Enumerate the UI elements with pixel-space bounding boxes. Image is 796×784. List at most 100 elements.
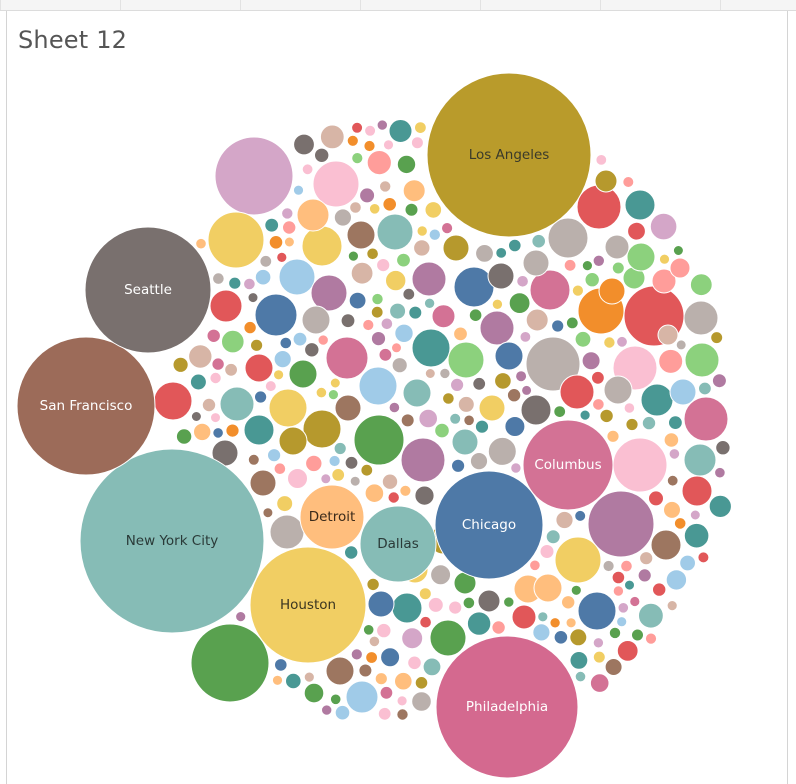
bubble[interactable] (611, 570, 626, 585)
bubble[interactable] (224, 362, 239, 377)
bubble[interactable] (244, 353, 274, 383)
bubble[interactable] (414, 485, 435, 506)
bubble-dallas[interactable] (359, 505, 437, 583)
bubble[interactable] (565, 617, 577, 629)
bubble[interactable] (282, 220, 297, 235)
bubble[interactable] (366, 577, 380, 592)
bubble[interactable] (519, 331, 532, 343)
bubble[interactable] (553, 405, 567, 419)
bubble[interactable] (521, 384, 533, 396)
bubble[interactable] (503, 596, 515, 608)
bubble[interactable] (247, 453, 260, 466)
bubble[interactable] (346, 134, 359, 147)
bubble[interactable] (401, 627, 424, 650)
bubble[interactable] (624, 579, 635, 591)
bubble[interactable] (193, 422, 212, 442)
bubble[interactable] (711, 373, 727, 389)
bubble[interactable] (462, 596, 476, 610)
bubble[interactable] (491, 298, 504, 310)
bubble-philadelphia[interactable] (435, 635, 579, 779)
bubble[interactable] (424, 201, 443, 219)
bubble[interactable] (340, 313, 356, 329)
bubble[interactable] (371, 292, 384, 306)
bubble[interactable] (592, 650, 606, 664)
bubble[interactable] (581, 260, 594, 272)
bubble[interactable] (531, 233, 547, 249)
bubble[interactable] (408, 305, 423, 320)
bubble[interactable] (551, 319, 565, 333)
bubble[interactable] (368, 203, 381, 215)
bubble[interactable] (350, 261, 374, 285)
bubble[interactable] (243, 320, 257, 335)
bubble[interactable] (394, 671, 413, 691)
bubble[interactable] (469, 452, 489, 471)
bubble[interactable] (453, 326, 468, 342)
bubble[interactable] (281, 207, 294, 220)
bubble[interactable] (411, 691, 432, 712)
bubble[interactable] (283, 236, 295, 248)
bubble[interactable] (385, 269, 407, 292)
bubble[interactable] (683, 522, 710, 549)
bubble[interactable] (288, 359, 318, 389)
bubble[interactable] (612, 437, 668, 493)
bubble[interactable] (506, 388, 522, 403)
bubble[interactable] (419, 615, 432, 629)
bubble[interactable] (377, 706, 392, 721)
bubble[interactable] (520, 394, 552, 426)
bubble[interactable] (429, 619, 467, 657)
bubble[interactable] (673, 517, 687, 530)
bubble[interactable] (602, 559, 615, 573)
bubble[interactable] (212, 272, 225, 285)
bubble[interactable] (441, 222, 454, 235)
bubble[interactable] (402, 179, 426, 203)
bubble[interactable] (616, 616, 628, 628)
bubble[interactable] (449, 412, 462, 425)
bubble[interactable] (539, 544, 555, 559)
bubble[interactable] (494, 341, 524, 371)
bubble[interactable] (537, 611, 549, 623)
bubble[interactable] (402, 378, 432, 408)
bubble[interactable] (516, 275, 529, 288)
bubble[interactable] (508, 238, 522, 253)
bubble[interactable] (427, 596, 444, 613)
bubble[interactable] (303, 671, 315, 683)
bubble[interactable] (344, 545, 359, 560)
bubble[interactable] (448, 600, 463, 615)
bubble[interactable] (292, 331, 308, 347)
bubble[interactable] (310, 274, 348, 312)
bubble[interactable] (584, 272, 600, 288)
bubble[interactable] (302, 409, 342, 449)
bubble[interactable] (638, 602, 664, 629)
bubble[interactable] (201, 397, 217, 413)
bubble[interactable] (668, 415, 683, 431)
bubble[interactable] (561, 595, 576, 610)
bubble[interactable] (549, 617, 561, 629)
bubble[interactable] (451, 458, 466, 473)
bubble[interactable] (349, 201, 362, 214)
bubble[interactable] (599, 408, 614, 424)
bubble[interactable] (365, 651, 379, 664)
bubble[interactable] (715, 440, 731, 456)
bubble[interactable] (334, 704, 351, 721)
bubble[interactable] (457, 395, 475, 413)
bubble[interactable] (362, 624, 375, 636)
bubble[interactable] (329, 377, 341, 389)
bubble[interactable] (442, 234, 470, 262)
bubble[interactable] (434, 422, 450, 439)
bubble[interactable] (207, 211, 265, 269)
bubble-new-york-city[interactable] (79, 448, 265, 634)
bubble[interactable] (422, 657, 442, 677)
bubble[interactable] (264, 217, 280, 233)
bubble[interactable] (391, 357, 408, 374)
bubble[interactable] (683, 396, 729, 442)
bubble[interactable] (532, 623, 551, 642)
bubble[interactable] (616, 335, 628, 348)
bubble[interactable] (347, 250, 359, 262)
bubble[interactable] (508, 292, 531, 315)
bubble[interactable] (683, 300, 719, 336)
bubble[interactable] (221, 329, 245, 354)
bubble-detroit[interactable] (299, 484, 365, 550)
bubble[interactable] (292, 184, 305, 196)
bubble[interactable] (190, 623, 270, 703)
bubble[interactable] (474, 419, 490, 434)
